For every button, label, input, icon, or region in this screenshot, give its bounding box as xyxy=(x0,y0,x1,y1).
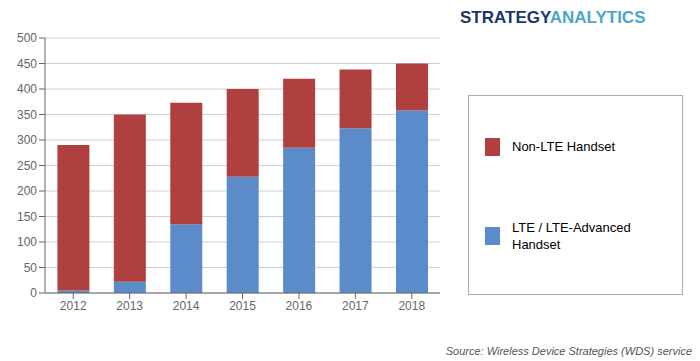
html-text:Handset: Handset xyxy=(512,236,561,252)
svg-text:150: 150 xyxy=(17,210,37,224)
svg-text:2013: 2013 xyxy=(116,299,143,313)
html-text:LTE / LTE-Advanced: LTE / LTE-Advanced xyxy=(512,219,631,235)
svg-text:300: 300 xyxy=(17,133,37,147)
svg-text:50: 50 xyxy=(24,261,38,275)
svg-text:350: 350 xyxy=(17,108,37,122)
svg-text:2016: 2016 xyxy=(286,299,313,313)
svg-text:250: 250 xyxy=(17,159,37,173)
html-text:STRATEGY ANALYTICS: STRATEGY ANALYTICS xyxy=(460,8,646,27)
html-text:Non-LTE Handset: Non-LTE Handset xyxy=(512,139,616,154)
svg-text:500: 500 xyxy=(17,31,37,45)
html-text:Source: Wireless Device Strate: Source: Wireless Device Strategies (WDS)… xyxy=(445,345,692,357)
svg-text:2018: 2018 xyxy=(398,299,425,313)
svg-text:400: 400 xyxy=(17,82,37,96)
svg-text:0: 0 xyxy=(30,286,37,300)
svg-text:2017: 2017 xyxy=(342,299,369,313)
svg-text:200: 200 xyxy=(17,184,37,198)
svg-text:2012: 2012 xyxy=(60,299,87,313)
svg-text:2015: 2015 xyxy=(229,299,256,313)
svg-text:100: 100 xyxy=(17,235,37,249)
svg-text:2014: 2014 xyxy=(173,299,200,313)
svg-text:450: 450 xyxy=(17,57,37,71)
